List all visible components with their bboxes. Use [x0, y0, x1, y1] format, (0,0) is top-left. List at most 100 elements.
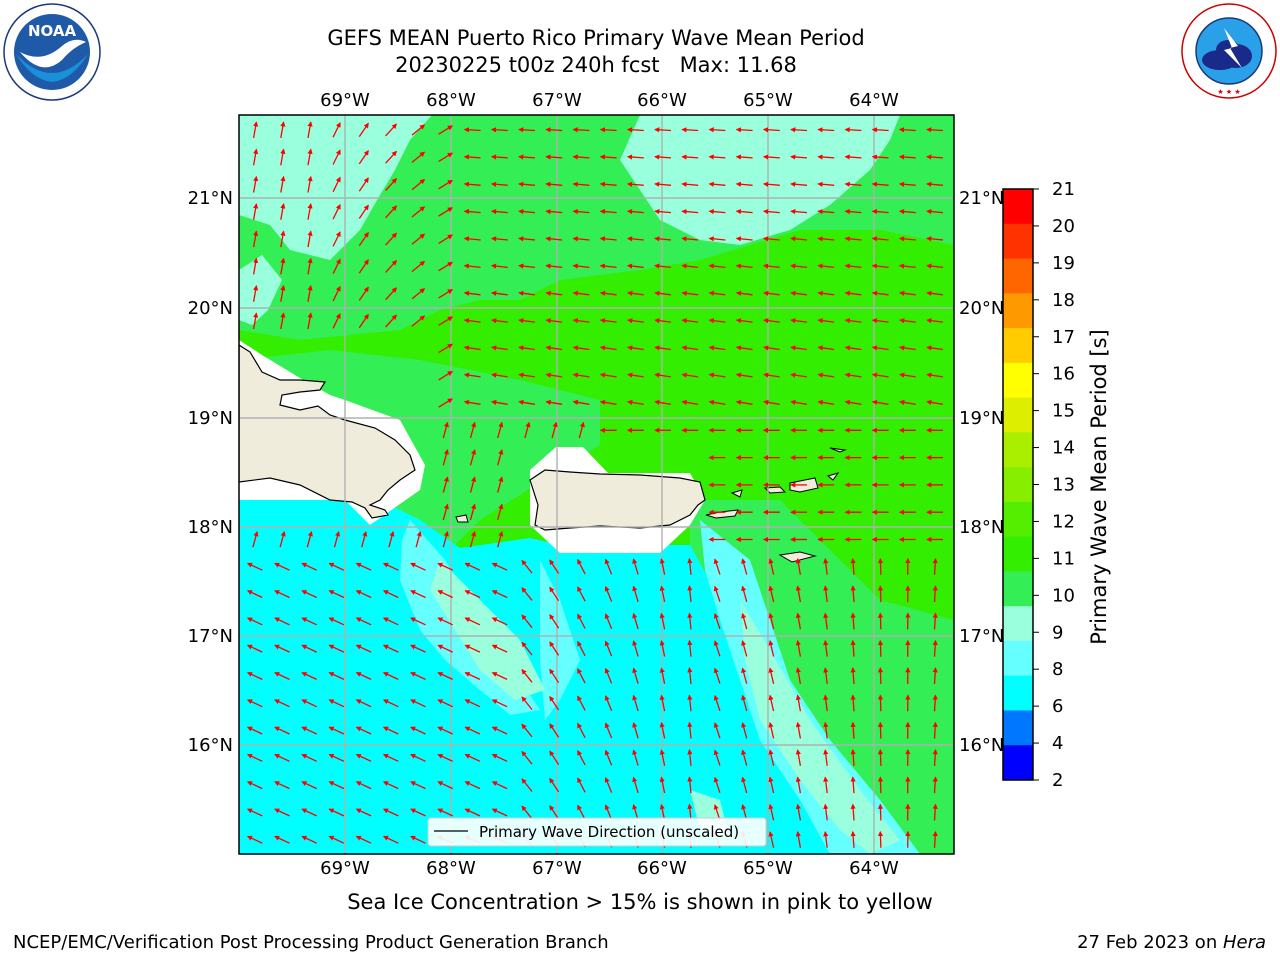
wave-direction-arrow — [246, 562, 263, 571]
wave-direction-arrow — [438, 316, 453, 326]
wave-direction-arrow — [626, 208, 644, 215]
wave-direction-arrow — [464, 617, 481, 626]
colorbar-segment — [1003, 328, 1033, 364]
colorbar-segment — [1003, 467, 1033, 503]
colorbar-segment — [1003, 258, 1033, 294]
wave-direction-arrow — [795, 831, 802, 848]
wave-direction-arrow — [823, 721, 829, 739]
wave-direction-arrow — [850, 776, 856, 794]
lon-label-top: 68°W — [426, 90, 476, 111]
wave-direction-arrow — [708, 263, 726, 269]
puerto-rico-land — [529, 469, 706, 531]
wave-direction-arrow — [524, 421, 531, 439]
colorbar-tick-label: 10 — [1052, 585, 1075, 606]
wave-direction-arrow — [252, 121, 259, 139]
wave-direction-arrow — [823, 776, 829, 794]
wave-direction-arrow — [899, 290, 916, 296]
wave-direction-arrow — [464, 781, 481, 790]
wave-direction-arrow — [763, 290, 780, 296]
wave-direction-arrow — [713, 640, 721, 657]
wave-direction-arrow — [382, 781, 399, 790]
wave-direction-arrow — [871, 127, 889, 133]
wave-direction-arrow — [768, 667, 775, 684]
colorbar-tick-label: 2 — [1052, 770, 1063, 791]
wave-direction-arrow — [549, 586, 560, 602]
wave-direction-arrow — [627, 372, 644, 378]
wave-direction-arrow — [437, 644, 453, 653]
footer-host: Hera — [1222, 932, 1266, 953]
wave-direction-arrow — [599, 290, 617, 296]
wave-direction-arrow — [274, 726, 290, 735]
wave-direction-arrow — [604, 640, 613, 657]
wave-direction-arrow — [790, 208, 808, 215]
wave-direction-arrow — [795, 667, 802, 685]
lat-label-left: 20°N — [188, 298, 233, 319]
wave-direction-arrow — [823, 667, 829, 684]
wave-direction-arrow — [437, 726, 453, 735]
lon-label-top: 67°W — [532, 90, 582, 111]
wave-direction-arrow — [708, 318, 726, 324]
wave-direction-arrow — [252, 312, 259, 330]
wave-direction-arrow — [549, 668, 560, 684]
wave-direction-arrow — [438, 370, 453, 381]
wave-direction-arrow — [654, 236, 672, 242]
wave-direction-arrow — [735, 290, 753, 296]
wave-direction-arrow — [763, 399, 780, 405]
wave-direction-arrow — [572, 154, 590, 160]
footer-date-text: 27 Feb 2023 on — [1077, 932, 1223, 953]
lon-label-bottom: 64°W — [849, 858, 899, 879]
wave-direction-arrow — [741, 694, 748, 712]
wave-direction-arrow — [274, 835, 290, 844]
wave-direction-arrow — [817, 181, 835, 187]
wave-direction-arrow — [768, 694, 775, 712]
wave-direction-arrow — [768, 803, 775, 821]
colorbar-tick-label: 18 — [1052, 290, 1075, 311]
wave-direction-arrow — [437, 672, 453, 680]
colorbar-segment — [1003, 189, 1033, 225]
wave-direction-arrow — [632, 640, 639, 657]
wave-direction-arrow — [491, 562, 508, 571]
wave-direction-arrow — [795, 776, 802, 794]
wave-direction-arrow — [850, 830, 856, 848]
colorbar-tick-label: 20 — [1052, 216, 1075, 237]
lon-label-top: 64°W — [849, 90, 899, 111]
wave-direction-arrow — [659, 667, 666, 684]
wave-direction-arrow — [932, 749, 938, 766]
wave-direction-arrow — [301, 672, 317, 680]
wave-direction-arrow — [762, 208, 780, 215]
wave-direction-arrow — [823, 585, 829, 603]
wave-direction-arrow — [654, 372, 671, 378]
wave-direction-arrow — [659, 694, 666, 712]
lon-label-bottom: 68°W — [426, 858, 476, 879]
wave-direction-arrow — [850, 749, 856, 766]
wave-direction-arrow — [926, 290, 943, 296]
wave-direction-arrow — [355, 590, 372, 599]
wave-direction-arrow — [410, 590, 426, 599]
wave-direction-arrow — [659, 749, 666, 766]
wave-direction-arrow — [632, 612, 639, 630]
wave-direction-arrow — [741, 667, 748, 684]
wave-direction-arrow — [521, 778, 533, 792]
wave-direction-arrow — [877, 694, 884, 712]
wave-direction-arrow — [795, 558, 802, 575]
wave-direction-arrow — [654, 181, 672, 187]
wave-direction-arrow — [438, 179, 453, 190]
wave-direction-arrow — [491, 808, 508, 817]
wave-direction-arrow — [790, 263, 808, 269]
wave-direction-arrow — [358, 177, 369, 192]
wave-direction-arrow — [246, 726, 263, 735]
lat-label-right: 19°N — [959, 408, 1004, 429]
period-field-9-10 — [740, 600, 900, 854]
wave-direction-arrow — [632, 722, 639, 739]
wave-direction-arrow — [790, 318, 807, 324]
lat-label-right: 20°N — [959, 298, 1004, 319]
wave-direction-arrow — [577, 722, 586, 739]
wave-direction-arrow — [926, 372, 943, 378]
wave-direction-arrow — [604, 695, 613, 711]
wave-direction-arrow — [410, 699, 426, 708]
wave-direction-arrow — [438, 207, 453, 217]
colorbar-tick-label: 4 — [1052, 733, 1063, 754]
wave-direction-arrow — [307, 148, 313, 166]
wave-direction-arrow — [545, 127, 563, 133]
wave-direction-arrow — [681, 345, 699, 351]
